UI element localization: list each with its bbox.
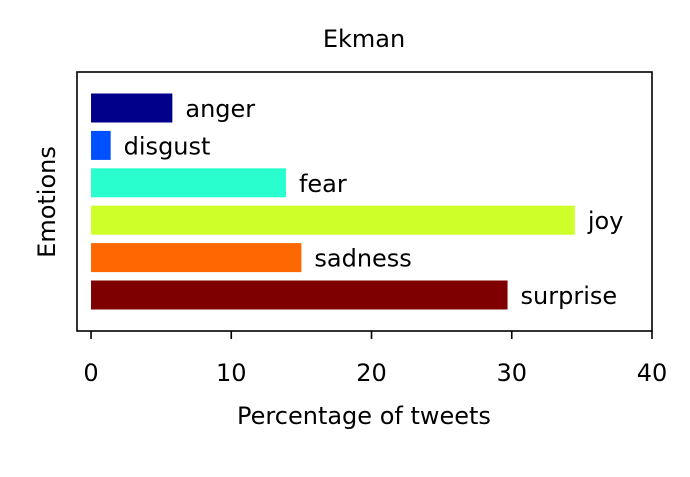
- x-tick-label: 20: [356, 359, 387, 387]
- x-axis-label: Percentage of tweets: [237, 402, 491, 430]
- bar-label-joy: joy: [587, 207, 624, 235]
- bar-label-fear: fear: [299, 170, 347, 198]
- bars-group: anger disgust fear joy sadness surprise: [91, 93, 624, 310]
- y-axis-label: Emotions: [33, 146, 61, 258]
- bar-label-anger: anger: [185, 95, 255, 123]
- bar-label-sadness: sadness: [314, 245, 411, 273]
- x-tick-label: 40: [637, 359, 668, 387]
- bar-label-surprise: surprise: [521, 282, 618, 310]
- bar-joy: [91, 205, 575, 235]
- bar-anger: [91, 93, 173, 123]
- bar-sadness: [91, 243, 302, 273]
- bar-fear: [91, 168, 286, 198]
- bar-disgust: [91, 130, 111, 160]
- x-ticks-group: 0 10 20 30 40: [83, 331, 667, 387]
- x-tick-label: 10: [216, 359, 247, 387]
- chart-title: Ekman: [323, 25, 405, 53]
- x-tick-label: 0: [83, 359, 98, 387]
- x-tick-label: 30: [496, 359, 527, 387]
- plot-frame: [76, 71, 653, 332]
- bar-label-disgust: disgust: [124, 132, 211, 160]
- bar-surprise: [91, 280, 508, 310]
